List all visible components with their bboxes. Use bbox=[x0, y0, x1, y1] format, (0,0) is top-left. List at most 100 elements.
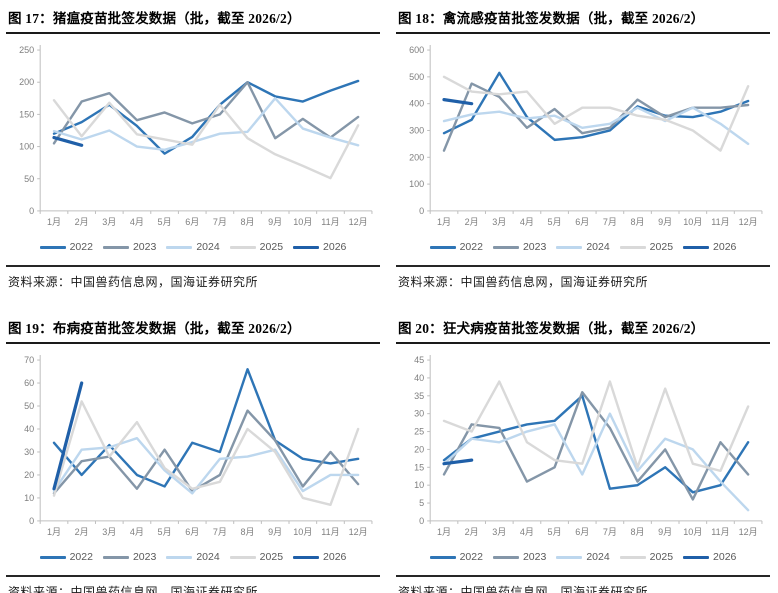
svg-text:3月: 3月 bbox=[492, 527, 506, 537]
svg-text:50: 50 bbox=[24, 174, 34, 184]
chart-canvas: 0 5 10 15 20 25 30 35 40 45 1月 2月 3月 4月 5月 6月 7月 8月 9月 10月 1… bbox=[414, 355, 763, 537]
svg-text:11月: 11月 bbox=[711, 527, 729, 537]
legend-marker-2022 bbox=[39, 555, 66, 559]
legend-item-2025: 2025 bbox=[619, 241, 673, 253]
fig20-line-chart: 0 5 10 15 20 25 30 35 40 45 1月 2月 3月 4月 5月 6月 7月 8月 9月 10月 1… bbox=[396, 344, 770, 547]
svg-text:100: 100 bbox=[409, 179, 424, 189]
fig19-title: 图 19：布病疫苗批签发数据（批，截至 2026/2） bbox=[6, 314, 380, 345]
series-line-2025 bbox=[442, 75, 750, 152]
svg-text:11月: 11月 bbox=[321, 217, 339, 227]
legend-label-2023: 2023 bbox=[522, 241, 547, 254]
svg-text:60: 60 bbox=[24, 378, 34, 388]
svg-text:5月: 5月 bbox=[548, 527, 562, 537]
svg-text:10月: 10月 bbox=[293, 217, 312, 227]
fig18-legend: 2022 2023 2024 2025 2026 bbox=[396, 239, 770, 255]
legend-marker-2023 bbox=[492, 555, 519, 559]
legend-marker-2024 bbox=[166, 245, 193, 249]
svg-text:10: 10 bbox=[414, 480, 424, 490]
svg-text:12月: 12月 bbox=[739, 217, 758, 227]
svg-text:8月: 8月 bbox=[241, 527, 255, 537]
svg-text:5月: 5月 bbox=[548, 217, 562, 227]
svg-text:3月: 3月 bbox=[102, 527, 116, 537]
legend-marker-2025 bbox=[619, 245, 646, 249]
svg-text:100: 100 bbox=[19, 142, 34, 152]
svg-text:40: 40 bbox=[24, 424, 34, 434]
svg-text:10月: 10月 bbox=[683, 217, 702, 227]
svg-text:45: 45 bbox=[414, 355, 424, 365]
svg-text:500: 500 bbox=[409, 72, 424, 82]
legend-marker-2023 bbox=[492, 245, 519, 249]
legend-label-2024: 2024 bbox=[196, 551, 220, 564]
fig18-source: 资料来源：中国兽药信息网，国海证券研究所 bbox=[396, 265, 770, 290]
svg-text:2月: 2月 bbox=[75, 217, 89, 227]
svg-text:35: 35 bbox=[414, 391, 424, 401]
legend-item-2025: 2025 bbox=[229, 241, 284, 254]
legend-label-2026: 2026 bbox=[323, 241, 347, 254]
svg-text:600: 600 bbox=[409, 45, 424, 55]
svg-text:10月: 10月 bbox=[683, 527, 702, 537]
svg-text:12月: 12月 bbox=[349, 527, 368, 537]
svg-text:1月: 1月 bbox=[47, 527, 61, 537]
series-line-2025 bbox=[52, 99, 360, 180]
svg-text:6月: 6月 bbox=[185, 527, 199, 537]
legend-item-2022: 2022 bbox=[429, 551, 483, 563]
chart-canvas: 0 50 100 150 200 250 1月 2月 3月 4月 5月 6月 7月 8月 9月 10月 11月 1… bbox=[19, 45, 373, 227]
svg-text:5月: 5月 bbox=[158, 527, 172, 537]
svg-text:0: 0 bbox=[419, 516, 424, 526]
legend-label-2024: 2024 bbox=[586, 551, 610, 564]
fig20-title: 图 20：狂犬病疫苗批签发数据（批，截至 2026/2） bbox=[396, 314, 770, 345]
svg-text:7月: 7月 bbox=[213, 217, 227, 227]
svg-text:8月: 8月 bbox=[631, 217, 645, 227]
legend-marker-2024 bbox=[166, 555, 193, 559]
svg-text:0: 0 bbox=[29, 516, 34, 526]
svg-text:300: 300 bbox=[409, 125, 424, 135]
svg-text:1月: 1月 bbox=[437, 217, 451, 227]
svg-text:9月: 9月 bbox=[658, 527, 672, 537]
series-line-2022 bbox=[52, 368, 360, 488]
svg-text:3月: 3月 bbox=[492, 217, 506, 227]
legend-item-2026: 2026 bbox=[683, 241, 736, 253]
series-line-2024 bbox=[52, 97, 360, 151]
series-line-2023 bbox=[52, 81, 360, 145]
svg-text:0: 0 bbox=[419, 206, 424, 216]
legend-marker-2026 bbox=[683, 555, 710, 559]
legend-item-2025: 2025 bbox=[229, 551, 283, 563]
svg-text:7月: 7月 bbox=[603, 217, 617, 227]
svg-text:11月: 11月 bbox=[711, 217, 729, 227]
svg-text:6月: 6月 bbox=[575, 527, 589, 537]
legend-item-2023: 2023 bbox=[492, 551, 546, 563]
svg-text:8月: 8月 bbox=[631, 527, 645, 537]
legend-item-2024: 2024 bbox=[556, 241, 610, 253]
legend-item-2026: 2026 bbox=[293, 241, 346, 253]
legend-marker-2022 bbox=[429, 245, 456, 249]
legend-marker-2022 bbox=[39, 245, 66, 249]
series-line-2024 bbox=[442, 106, 750, 146]
fig18-title: 图 18：禽流感疫苗批签发数据（批，截至 2026/2） bbox=[396, 4, 770, 34]
fig17-title: 图 17：猪瘟疫苗批签发数据（批，截至 2026/2） bbox=[6, 4, 380, 34]
legend-item-2024: 2024 bbox=[166, 241, 220, 253]
legend-label-2025: 2025 bbox=[259, 241, 284, 254]
svg-text:150: 150 bbox=[19, 109, 34, 119]
legend-marker-2026 bbox=[293, 245, 320, 249]
panel-fig17: 图 17：猪瘟疫苗批签发数据（批，截至 2026/2） 0 50 100 150 200… bbox=[6, 4, 380, 290]
panel-fig19: 图 19：布病疫苗批签发数据（批，截至 2026/2） 0 10 20 30 40 50 6… bbox=[6, 314, 380, 593]
legend-label-2026: 2026 bbox=[713, 241, 737, 254]
svg-text:12月: 12月 bbox=[349, 217, 368, 227]
fig20-legend: 2022 2023 2024 2025 2026 bbox=[396, 549, 770, 565]
series-line-2026 bbox=[442, 458, 474, 466]
svg-text:25: 25 bbox=[414, 427, 424, 437]
legend-label-2023: 2023 bbox=[132, 551, 157, 564]
svg-text:200: 200 bbox=[409, 152, 424, 162]
svg-text:30: 30 bbox=[24, 447, 34, 457]
legend-item-2022: 2022 bbox=[429, 241, 483, 254]
svg-text:15: 15 bbox=[414, 462, 424, 472]
svg-text:8月: 8月 bbox=[241, 217, 255, 227]
fig19-legend: 2022 2023 2024 2025 2026 bbox=[6, 549, 380, 565]
svg-text:4月: 4月 bbox=[130, 527, 144, 537]
svg-text:250: 250 bbox=[19, 45, 34, 55]
svg-text:2月: 2月 bbox=[465, 217, 479, 227]
fig18-line-chart: 0 100 200 300 400 500 600 1月 2月 3月 4月 5月 6月 7月 8月 9月 10月… bbox=[396, 34, 770, 237]
legend-label-2023: 2023 bbox=[132, 241, 157, 254]
legend-label-2026: 2026 bbox=[323, 551, 347, 564]
legend-label-2022: 2022 bbox=[459, 241, 483, 254]
